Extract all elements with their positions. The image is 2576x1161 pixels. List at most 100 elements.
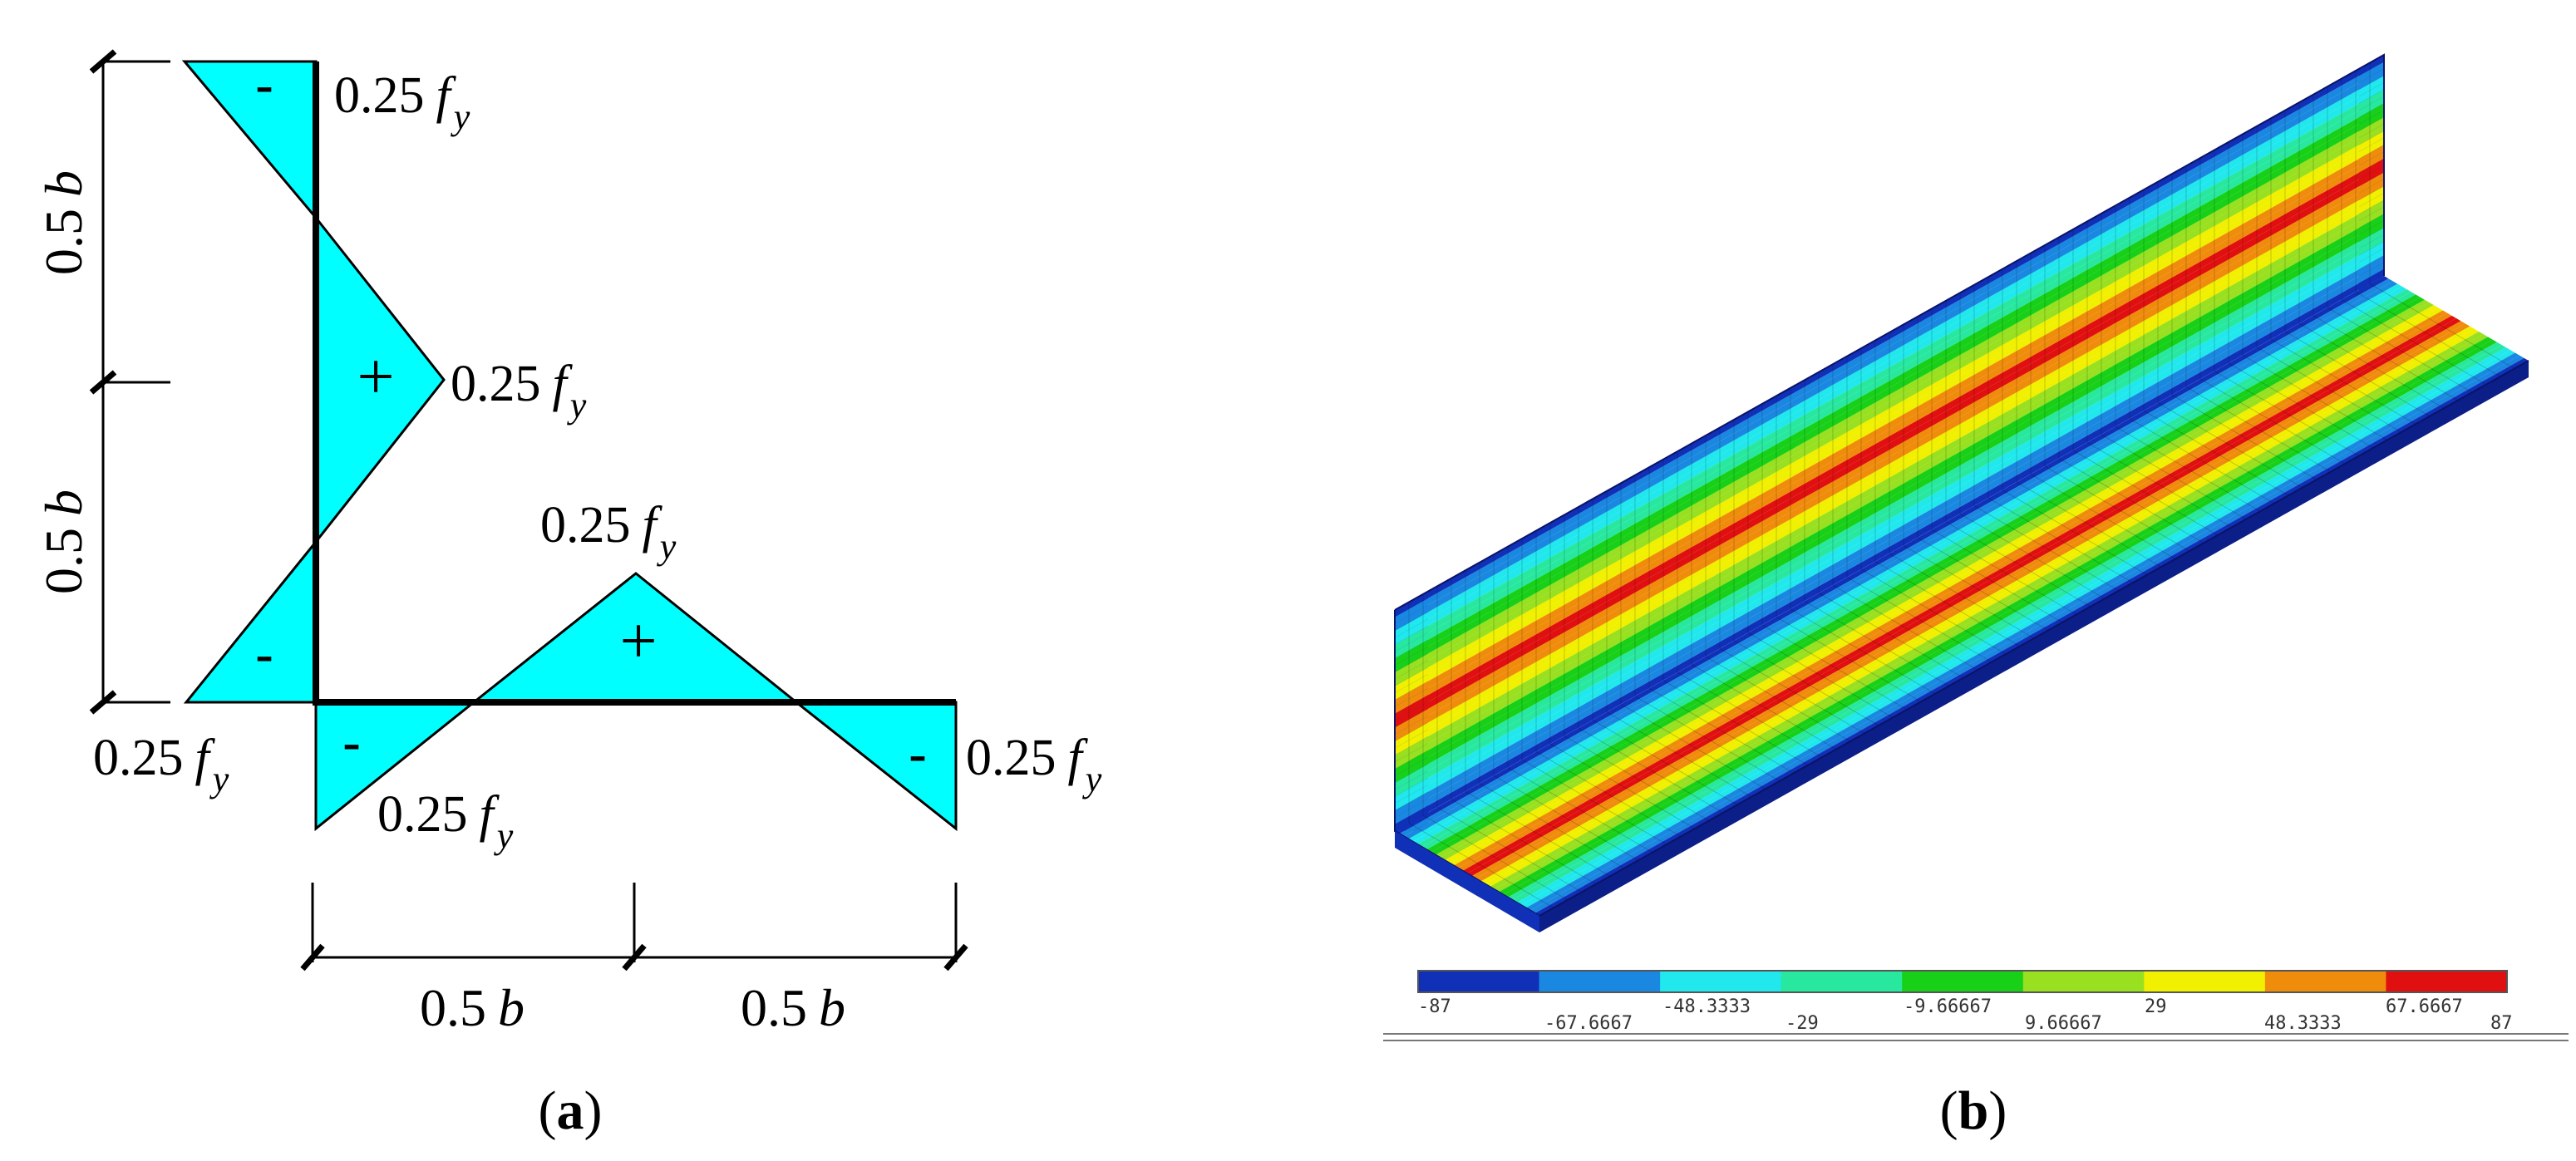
mesh-line-horizontal-leg: [2058, 458, 2204, 544]
legend-swatch: [1660, 971, 1782, 992]
mesh-line-horizontal-leg: [1733, 640, 1879, 726]
mesh-line-horizontal-leg: [2214, 371, 2360, 456]
mesh-line-horizontal-leg: [1521, 759, 1667, 845]
model-horizontal-edge-face: [1539, 361, 2529, 932]
horizontal-leg-band: [1525, 352, 2520, 911]
horizontal-leg-band: [1417, 288, 2411, 848]
model-mesh: [1408, 62, 2515, 908]
vertical-leg-band: [1395, 110, 2384, 672]
mesh-line-horizontal-leg: [1592, 719, 1738, 805]
stress-block-horizontal-right-negative: [792, 701, 958, 832]
vertical-leg-band: [1395, 68, 2384, 631]
mesh-line-horizontal-leg: [2115, 426, 2261, 512]
horizontal-leg-band: [1408, 283, 2402, 842]
sign-plus-horizontal-mid: +: [619, 605, 657, 678]
vertical-leg-band: [1395, 55, 2384, 617]
mesh-line-horizontal-leg: [1535, 751, 1682, 838]
model-vertical-leg: [1395, 55, 2384, 831]
horizontal-leg-band: [1490, 331, 2484, 890]
mesh-line-horizontal-leg: [2341, 299, 2487, 386]
mesh-line-horizontal-leg: [1931, 529, 2077, 615]
legend-tick-label-10: 87: [2490, 1013, 2513, 1034]
mesh-line-horizontal-leg: [1903, 545, 2049, 631]
legend-swatch: [1781, 971, 1903, 992]
sign-minus-horizontal-right: -: [909, 724, 926, 783]
stress-label-top: 0.25 fy: [334, 67, 470, 137]
legend-swatch: [2022, 971, 2145, 992]
vertical-leg-band: [1395, 241, 2384, 804]
mesh-line-horizontal-leg: [1874, 561, 2021, 647]
horizontal-leg-band: [1440, 302, 2434, 861]
legend-tick-label-8: 48.3333: [2264, 1013, 2342, 1034]
vertical-leg-band: [1395, 262, 2384, 824]
legend-swatch: [2264, 971, 2386, 992]
horizontal-leg-band: [1494, 334, 2489, 893]
horizontal-leg-band: [1499, 337, 2493, 895]
mesh-line-horizontal-leg: [2256, 347, 2402, 433]
mesh-line-horizontal-leg: [1564, 735, 1710, 821]
mesh-line-horizontal-leg: [1945, 521, 2091, 608]
horizontal-leg-band: [1444, 305, 2439, 863]
mesh-line-horizontal-leg: [2072, 450, 2219, 536]
panel-b-fem-contour: -87 -67.6667 -48.3333 -29 -9.66667 9.666…: [1383, 53, 2569, 1141]
mesh-line-horizontal-leg: [2101, 434, 2247, 520]
mesh-line-horizontal-leg: [1465, 790, 1611, 877]
vertical-leg-band: [1395, 151, 2384, 714]
mesh-line-horizontal-leg: [1889, 553, 2035, 639]
vertical-leg-band: [1395, 158, 2384, 721]
vertical-leg-band: [1395, 165, 2384, 728]
horizontal-leg-band: [1503, 339, 2497, 898]
mesh-line-horizontal-leg: [1959, 513, 2106, 599]
vertical-leg-band: [1395, 172, 2384, 735]
horizontal-leg-band: [1521, 350, 2515, 908]
mesh-line-horizontal-leg: [2171, 394, 2317, 480]
horizontal-leg-band: [1449, 307, 2443, 866]
mesh-line-horizontal-leg: [1790, 608, 1936, 695]
mesh-line-horizontal-leg: [1578, 727, 1724, 814]
mesh-line-horizontal-leg: [1832, 584, 1978, 671]
horizontal-leg-band: [1458, 312, 2452, 871]
legend-swatches: [1418, 971, 2508, 992]
mesh-line-horizontal-leg: [1804, 600, 1950, 686]
legend-tick-label-3: -48.3333: [1662, 996, 1751, 1017]
horizontal-leg-band: [1399, 278, 2393, 837]
vertical-leg-band: [1395, 116, 2384, 680]
mesh-line-horizontal-leg: [1705, 656, 1851, 742]
mesh-line-horizontal-leg: [1451, 799, 1597, 885]
mesh-line-horizontal-leg: [2327, 307, 2473, 393]
mesh-line-horizontal-leg: [2270, 338, 2416, 425]
vertical-leg-band: [1395, 124, 2384, 686]
horizontal-leg-band: [1467, 318, 2461, 877]
stress-label-corner: 0.25 fy: [93, 730, 229, 799]
dimension-label-vertical-top: 0.5b: [34, 170, 93, 275]
mesh-line-horizontal-leg: [1761, 624, 1908, 711]
mesh-line-horizontal-leg: [2355, 291, 2501, 377]
mesh-line-horizontal-leg: [1987, 497, 2134, 583]
mesh-line-horizontal-leg: [1648, 687, 1795, 774]
sign-minus-horizontal-left: -: [342, 712, 360, 771]
mesh-line-horizontal-leg: [1620, 703, 1766, 790]
vertical-leg-band: [1395, 130, 2384, 693]
vertical-leg-band: [1395, 268, 2384, 831]
mesh-line-horizontal-leg: [1606, 711, 1752, 798]
legend-tick-label-1: -87: [1418, 996, 1451, 1017]
vertical-leg-band: [1395, 96, 2384, 659]
mesh-line-horizontal-leg: [1493, 775, 1639, 861]
mesh-line-horizontal-leg: [2157, 402, 2303, 489]
mesh-line-horizontal-leg: [2312, 315, 2459, 401]
mesh-line-horizontal-leg: [1677, 672, 1823, 758]
mesh-line-horizontal-leg: [1436, 806, 1583, 893]
model-horizontal-leg: [1395, 276, 2529, 916]
vertical-leg-band: [1395, 214, 2384, 776]
vertical-leg-band: [1395, 145, 2384, 707]
mesh-line-horizontal-leg: [2369, 283, 2515, 369]
mesh-line-horizontal-leg: [1973, 505, 2120, 592]
horizontal-dimensions: [311, 883, 958, 962]
mesh-line-horizontal-leg: [1776, 616, 1922, 702]
horizontal-leg-band: [1530, 355, 2524, 913]
panel-a-caption: (a): [539, 1080, 603, 1141]
mesh-line-horizontal-leg: [2284, 331, 2431, 417]
vertical-leg-band: [1395, 75, 2384, 638]
dimension-label-vertical-bottom: 0.5b: [34, 489, 93, 594]
